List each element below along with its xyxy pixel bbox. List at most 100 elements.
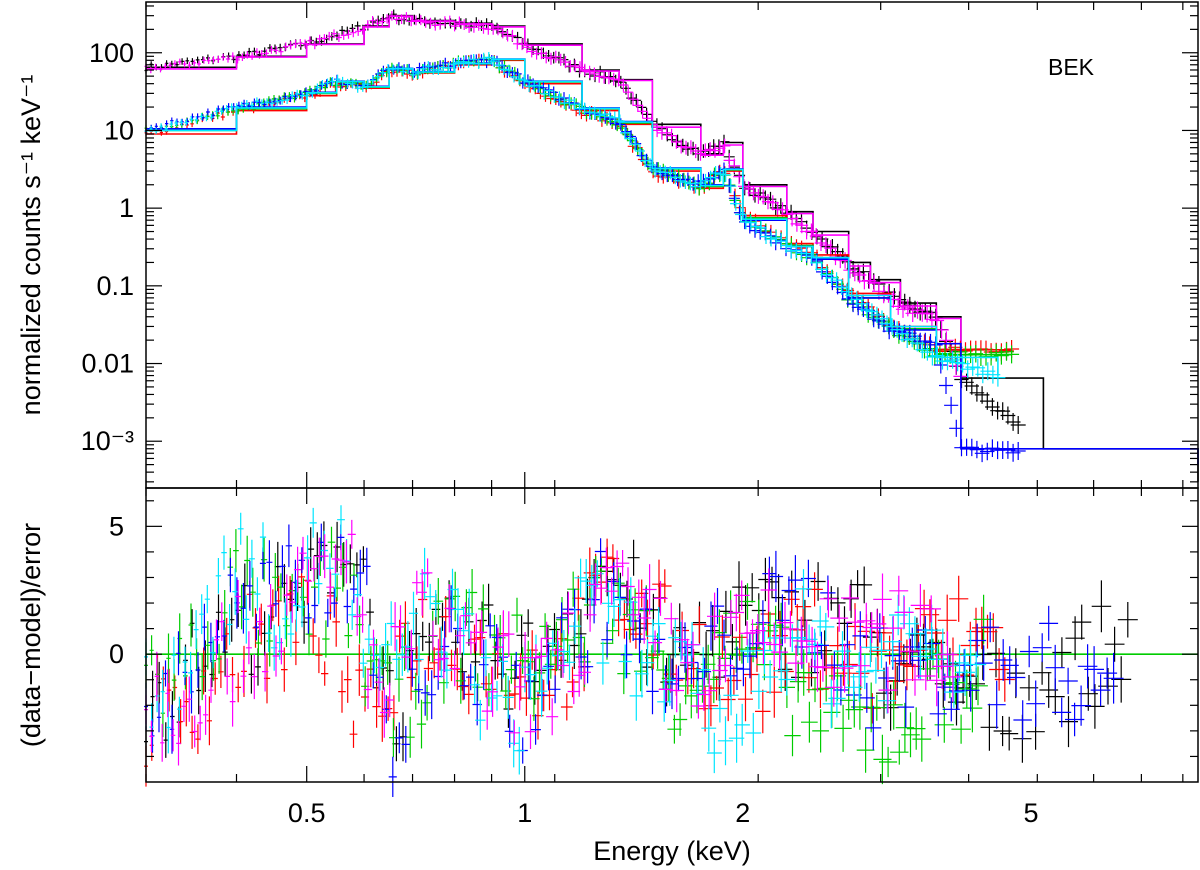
data-point-1-124 <box>738 178 750 194</box>
residual-point-3-97 <box>768 550 784 603</box>
residual-point-3-28 <box>324 598 332 627</box>
data-point-1-2 <box>154 63 158 70</box>
data-point-5-16 <box>224 105 229 113</box>
data-point-1-48 <box>374 18 381 28</box>
residual-point-4-110 <box>751 673 767 709</box>
residual-point-4-102 <box>706 732 722 774</box>
data-point-4-90 <box>605 112 616 126</box>
residual-point-3-138 <box>1032 633 1052 663</box>
residual-point-2-83 <box>606 618 620 643</box>
residual-point-4-93 <box>657 682 672 722</box>
residual-point-2-107 <box>739 583 756 620</box>
residual-point-5-37 <box>342 540 351 584</box>
model-curve-0 <box>146 14 1199 482</box>
residual-point-4-122 <box>817 613 835 641</box>
data-point-5-135 <box>820 266 833 283</box>
data-point-4-72 <box>513 68 522 80</box>
data-point-1-119 <box>714 141 726 156</box>
data-point-1-102 <box>632 98 643 112</box>
data-point-5-66 <box>474 58 483 69</box>
residual-point-5-77 <box>556 653 570 678</box>
model-curve-4 <box>146 58 1199 465</box>
residual-point-2-8 <box>188 603 194 647</box>
residual-point-5-68 <box>508 720 520 746</box>
residual-point-4-11 <box>204 585 210 614</box>
x-tick-label: 0.5 <box>288 798 326 828</box>
data-point-1-55 <box>407 16 415 27</box>
data-point-1-3 <box>158 66 163 73</box>
data-point-0-83 <box>569 58 579 71</box>
data-point-5-36 <box>324 78 331 88</box>
residual-point-4-113 <box>767 624 784 652</box>
residual-point-5-79 <box>567 679 581 705</box>
residual-point-1-36 <box>349 720 358 748</box>
data-point-0-92 <box>616 75 626 89</box>
data-point-1-103 <box>637 104 648 118</box>
residual-point-2-45 <box>394 656 404 702</box>
residual-point-3-70 <box>594 538 607 565</box>
data-point-4-142 <box>872 312 886 329</box>
residual-point-4-60 <box>475 699 486 741</box>
residual-point-2-11 <box>205 621 211 670</box>
data-point-1-84 <box>546 52 556 65</box>
data-point-1-126 <box>747 185 760 201</box>
residual-point-2-20 <box>255 629 262 657</box>
data-point-5-123 <box>760 229 772 244</box>
residual-point-0-48 <box>457 652 467 691</box>
data-point-5-141 <box>850 291 864 308</box>
residual-point-5-56 <box>444 584 455 633</box>
residual-point-4-105 <box>723 675 739 716</box>
top-y-tick-label: 0.1 <box>96 271 134 301</box>
residual-point-5-146 <box>926 654 947 707</box>
residual-point-2-32 <box>322 620 330 658</box>
data-point-5-92 <box>605 110 615 123</box>
residual-point-3-50 <box>466 663 476 691</box>
data-point-5-37 <box>329 77 336 86</box>
residual-point-4-134 <box>883 616 902 667</box>
residual-point-3-40 <box>401 726 410 763</box>
residual-point-2-137 <box>906 707 926 750</box>
data-point-0-169 <box>1010 416 1026 434</box>
residual-point-5-144 <box>916 661 936 691</box>
residual-point-1-98 <box>703 685 719 727</box>
data-point-5-40 <box>344 78 351 88</box>
residual-point-5-8 <box>186 676 192 722</box>
data-point-1-42 <box>345 29 352 39</box>
data-point-1-92 <box>584 65 595 79</box>
residual-point-3-123 <box>936 673 954 701</box>
residual-point-2-22 <box>266 615 273 667</box>
bottom-panel-y-axis-label: (data−model)/error <box>16 523 46 747</box>
data-point-5-169 <box>990 368 1006 387</box>
residual-point-5-76 <box>551 630 564 670</box>
residual-point-5-149 <box>942 652 963 702</box>
residual-point-4-17 <box>237 512 244 545</box>
residual-point-5-97 <box>664 602 679 635</box>
residual-point-1-40 <box>372 685 381 728</box>
data-point-1-28 <box>278 47 284 56</box>
data-point-5-94 <box>615 114 625 128</box>
residual-point-1-97 <box>697 686 713 732</box>
residual-point-5-51 <box>417 569 427 616</box>
residual-point-4-44 <box>386 601 396 646</box>
residual-point-3-119 <box>910 642 928 679</box>
data-point-1-83 <box>541 51 551 64</box>
data-point-4-76 <box>534 81 543 93</box>
residual-point-5-85 <box>599 547 613 588</box>
data-point-0-123 <box>774 198 787 214</box>
residual-point-2-33 <box>327 526 336 558</box>
residual-point-0-107 <box>843 579 859 618</box>
residual-point-0-149 <box>1117 602 1138 638</box>
residual-point-1-31 <box>321 661 329 686</box>
residual-point-1-35 <box>343 656 352 703</box>
residual-point-5-105 <box>707 592 723 641</box>
data-point-1-60 <box>431 20 439 31</box>
residual-point-5-9 <box>192 715 198 748</box>
data-point-4-93 <box>621 125 631 138</box>
data-point-1-41 <box>340 31 347 40</box>
residual-point-4-26 <box>287 611 295 657</box>
residual-point-1-80 <box>600 538 614 576</box>
residual-point-4-77 <box>568 608 582 645</box>
data-point-5-84 <box>565 94 574 107</box>
data-point-3-14 <box>215 112 220 120</box>
data-point-1-29 <box>283 42 289 51</box>
